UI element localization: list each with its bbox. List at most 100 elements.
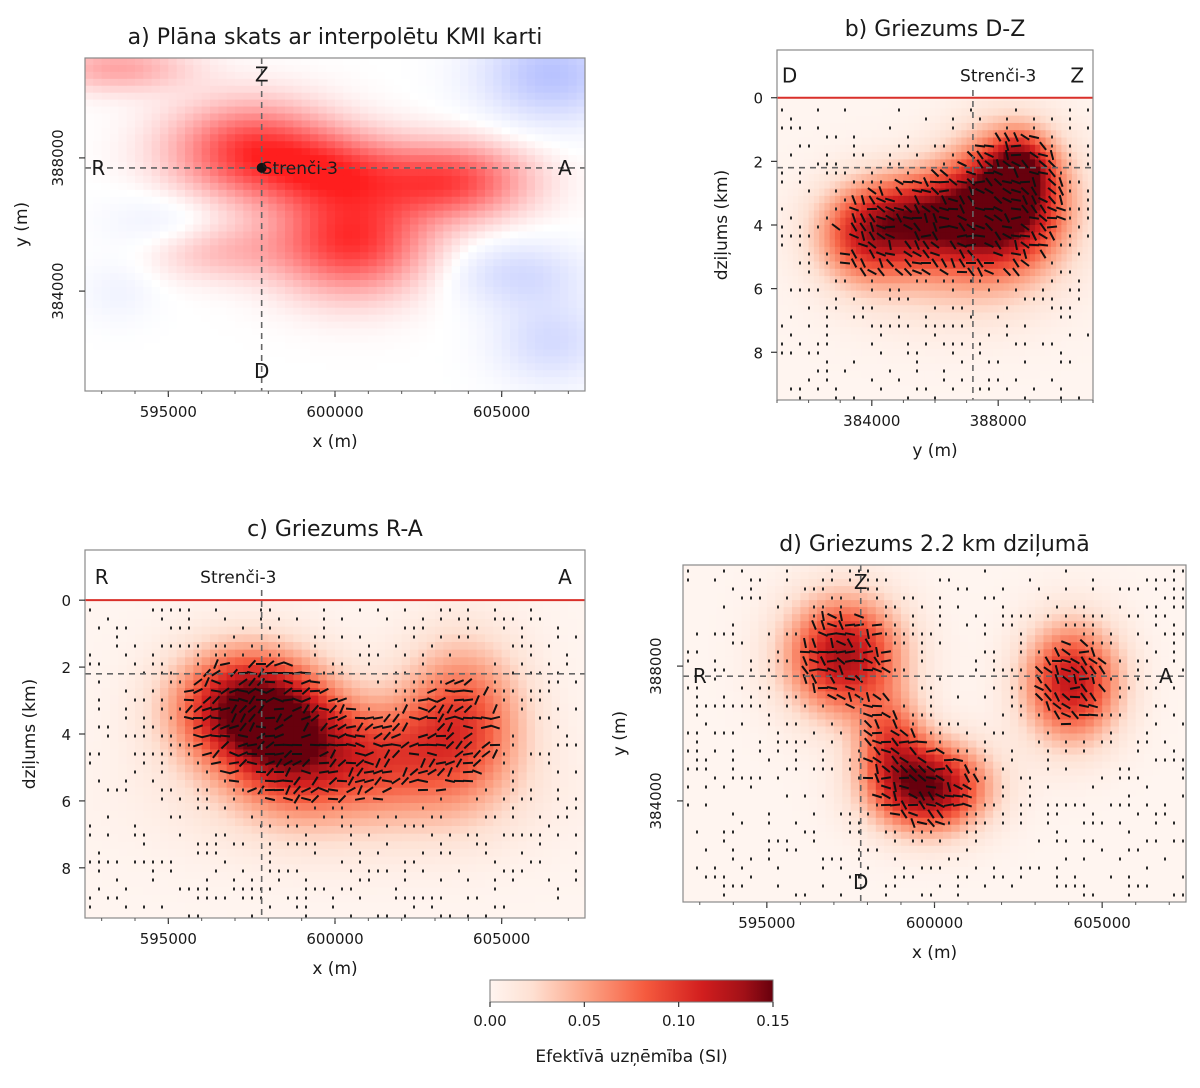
heatmap-cell xyxy=(426,64,436,73)
heatmap-cell xyxy=(551,273,561,281)
heatmap-cell xyxy=(135,384,144,391)
heatmap-cell xyxy=(956,210,962,219)
heatmap-cell xyxy=(935,115,941,124)
heatmap-cell xyxy=(401,370,411,378)
heatmap-cell xyxy=(919,181,926,190)
heatmap-cell xyxy=(808,276,815,284)
heatmap-cell xyxy=(201,217,211,226)
heatmap-cell xyxy=(226,273,236,281)
heatmap-cell xyxy=(460,169,469,177)
heatmap-cell xyxy=(977,203,983,212)
heatmap-cell xyxy=(318,224,328,233)
heatmap-cell xyxy=(301,321,311,330)
heatmap-cell xyxy=(560,314,569,323)
heatmap-cell xyxy=(193,349,203,357)
heatmap-cell xyxy=(393,64,403,73)
heatmap-cell xyxy=(260,85,269,94)
heatmap-cell xyxy=(787,203,794,212)
heatmap-cell xyxy=(568,58,578,66)
heatmap-cell xyxy=(803,348,810,357)
heatmap-cell xyxy=(176,238,186,246)
heatmap-cell xyxy=(476,175,486,184)
heatmap-cell xyxy=(966,276,973,284)
heatmap-cell xyxy=(924,327,931,335)
heatmap-cell xyxy=(476,307,486,316)
heatmap-cell xyxy=(351,356,361,364)
heatmap-cell xyxy=(201,266,211,274)
heatmap-cell xyxy=(535,175,544,184)
heatmap-cell xyxy=(850,188,857,197)
heatmap-cell xyxy=(971,370,978,379)
heatmap-cell xyxy=(908,283,915,292)
heatmap-cell xyxy=(143,224,153,233)
heatmap-cell xyxy=(856,261,862,270)
heatmap-cell xyxy=(343,356,353,364)
heatmap-cell xyxy=(777,268,783,277)
heatmap-cell xyxy=(218,342,228,350)
heatmap-cell xyxy=(443,342,453,350)
heatmap-cell xyxy=(834,290,841,299)
heatmap-cell xyxy=(861,283,868,292)
heatmap-cell xyxy=(813,261,820,270)
heatmap-cell xyxy=(376,273,386,281)
heatmap-cell xyxy=(476,280,486,288)
heatmap-cell xyxy=(919,254,926,263)
heatmap-cell xyxy=(301,175,311,184)
heatmap-cell xyxy=(160,162,169,170)
heatmap-cell xyxy=(813,341,820,350)
heatmap-cell xyxy=(493,259,503,267)
heatmap-cell xyxy=(808,341,815,350)
heatmap-cell xyxy=(218,155,228,163)
heatmap-cell xyxy=(393,328,403,337)
heatmap-cell xyxy=(193,342,203,350)
heatmap-cell xyxy=(861,239,868,248)
heatmap-cell xyxy=(143,155,153,163)
heatmap-cell xyxy=(110,210,119,219)
heatmap-cell xyxy=(343,273,353,281)
heatmap-cell xyxy=(85,307,94,316)
heatmap-cell xyxy=(543,342,553,350)
heatmap-cell xyxy=(368,384,378,391)
heatmap-cell xyxy=(501,231,511,239)
heatmap-cell xyxy=(226,64,236,73)
heatmap-cell xyxy=(535,217,544,226)
heatmap-cell xyxy=(318,356,328,364)
heatmap-cell xyxy=(803,385,810,394)
heatmap-cell xyxy=(426,134,436,142)
heatmap-cell xyxy=(110,356,119,364)
heatmap-cell xyxy=(293,342,303,350)
heatmap-cell xyxy=(401,141,411,149)
heatmap-cell xyxy=(777,283,783,292)
heatmap-cell xyxy=(443,85,453,94)
heatmap-cell xyxy=(293,196,303,205)
heatmap-cell xyxy=(834,137,841,146)
heatmap-cell xyxy=(568,182,578,191)
heatmap-cell xyxy=(808,261,815,270)
heatmap-cell xyxy=(813,392,820,400)
heatmap-cell xyxy=(476,210,486,219)
heatmap-cell xyxy=(243,210,253,219)
heatmap-cell xyxy=(777,173,783,182)
heatmap-cell xyxy=(301,231,311,239)
heatmap-cell xyxy=(426,71,436,80)
heatmap-cell xyxy=(318,189,328,198)
heatmap-cell xyxy=(351,266,361,274)
heatmap-cell xyxy=(518,286,528,295)
heatmap-cell xyxy=(443,175,453,184)
heatmap-cell xyxy=(118,377,128,385)
heatmap-cell xyxy=(151,370,161,378)
heatmap-cell xyxy=(485,182,494,191)
heatmap-cell xyxy=(118,155,128,163)
heatmap-cell xyxy=(977,137,983,146)
heatmap-cell xyxy=(360,273,369,281)
heatmap-cell xyxy=(935,122,941,131)
heatmap-cell xyxy=(143,120,153,128)
heatmap-cell xyxy=(401,314,411,323)
heatmap-cell xyxy=(813,283,820,292)
heatmap-cell xyxy=(551,259,561,267)
heatmap-cell xyxy=(243,335,253,344)
heatmap-cell xyxy=(824,348,831,357)
heatmap-cell xyxy=(460,370,469,378)
heatmap-cell xyxy=(992,254,999,263)
heatmap-cell xyxy=(866,217,873,226)
